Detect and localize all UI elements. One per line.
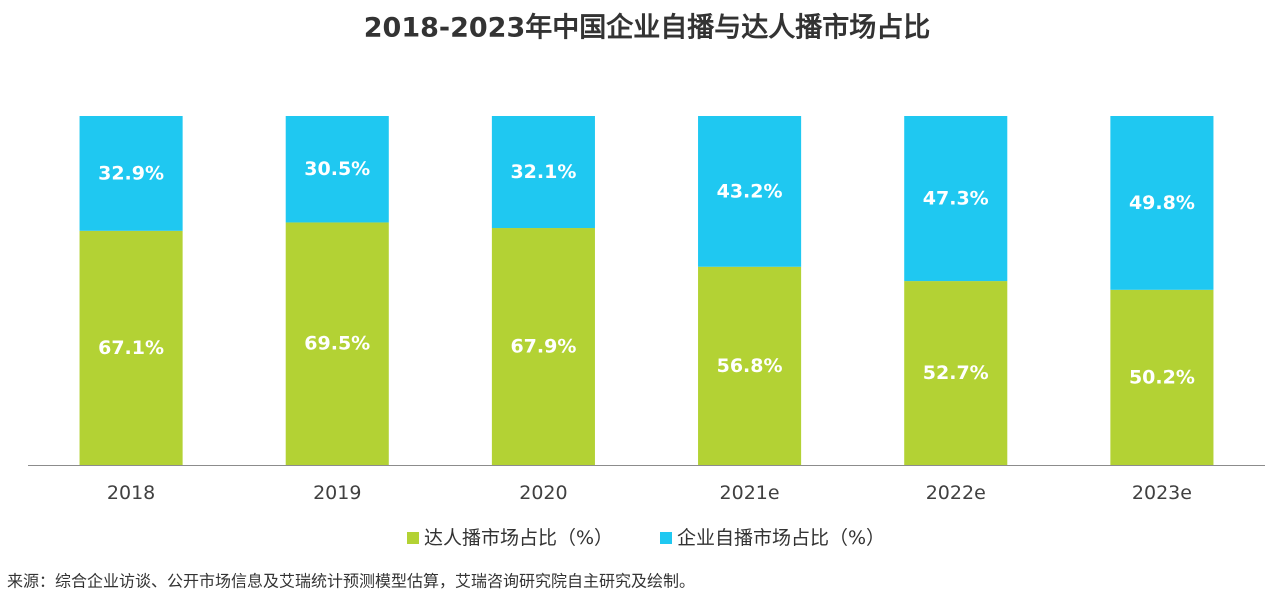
data-label-influencer-live-2020: 67.9% <box>510 336 576 358</box>
data-label-influencer-live-2022e: 52.7% <box>923 362 989 384</box>
bar-stack-2021e: 56.8% 43.2% <box>698 116 802 465</box>
bar-influencer-live-2018 <box>79 230 183 465</box>
x-tick-label-2020: 2020 <box>519 482 567 504</box>
legend-label-enterprise-self-live: 企业自播市场占比（%） <box>677 527 885 549</box>
bar-enterprise-self-live-2023e <box>1110 116 1214 290</box>
bar-stack-2020: 67.9% 32.1% <box>491 116 595 465</box>
bar-influencer-live-2022e <box>904 281 1008 465</box>
source-note: 来源：综合企业访谈、公开市场信息及艾瑞统计预测模型估算，艾瑞咨询研究院自主研究及… <box>7 572 695 591</box>
x-axis-tick-labels: 2018 2019 2020 2021e 2022e 2023e <box>107 482 1192 504</box>
bar-enterprise-self-live-2019 <box>285 116 389 223</box>
bar-influencer-live-2023e <box>1110 289 1214 465</box>
bar-enterprise-self-live-2018 <box>79 116 183 231</box>
data-label-influencer-live-2023e: 50.2% <box>1129 366 1195 388</box>
data-label-enterprise-self-live-2021e: 43.2% <box>717 180 783 202</box>
data-label-enterprise-self-live-2020: 32.1% <box>510 161 576 183</box>
data-label-enterprise-self-live-2022e: 47.3% <box>923 188 989 210</box>
legend: 达人播市场占比（%） 企业自播市场占比（%） <box>407 527 885 549</box>
data-label-enterprise-self-live-2018: 32.9% <box>98 162 164 184</box>
bar-influencer-live-2019 <box>285 222 389 465</box>
bar-stack-2019: 69.5% 30.5% <box>285 116 389 465</box>
bar-enterprise-self-live-2022e <box>904 116 1008 282</box>
x-tick-label-2019: 2019 <box>313 482 361 504</box>
data-label-enterprise-self-live-2019: 30.5% <box>304 158 370 180</box>
x-tick-label-2021e: 2021e <box>720 482 780 504</box>
legend-swatch-influencer-live <box>407 532 419 544</box>
x-tick-label-2022e: 2022e <box>926 482 986 504</box>
legend-label-influencer-live: 达人播市场占比（%） <box>424 527 613 549</box>
legend-swatch-enterprise-self-live <box>660 532 672 544</box>
data-label-influencer-live-2019: 69.5% <box>304 333 370 355</box>
bar-enterprise-self-live-2021e <box>698 116 802 267</box>
x-tick-label-2023e: 2023e <box>1132 482 1192 504</box>
chart-title: 2018-2023年中国企业自播与达人播市场占比 <box>364 12 931 44</box>
data-label-influencer-live-2018: 67.1% <box>98 337 164 359</box>
bar-stack-2023e: 50.2% 49.8% <box>1110 116 1214 465</box>
bar-influencer-live-2021e <box>698 266 802 465</box>
bar-enterprise-self-live-2020 <box>491 116 595 229</box>
bar-stack-2022e: 52.7% 47.3% <box>904 116 1008 465</box>
data-label-enterprise-self-live-2023e: 49.8% <box>1129 192 1195 214</box>
x-tick-label-2018: 2018 <box>107 482 155 504</box>
bar-influencer-live-2020 <box>491 228 595 465</box>
bar-stacks: 67.1% 32.9% 69.5% 30.5% 67.9% 32.1% 56.8% 43.2%… <box>79 116 1214 465</box>
data-label-influencer-live-2021e: 56.8% <box>717 355 783 377</box>
bar-stack-2018: 67.1% 32.9% <box>79 116 183 465</box>
